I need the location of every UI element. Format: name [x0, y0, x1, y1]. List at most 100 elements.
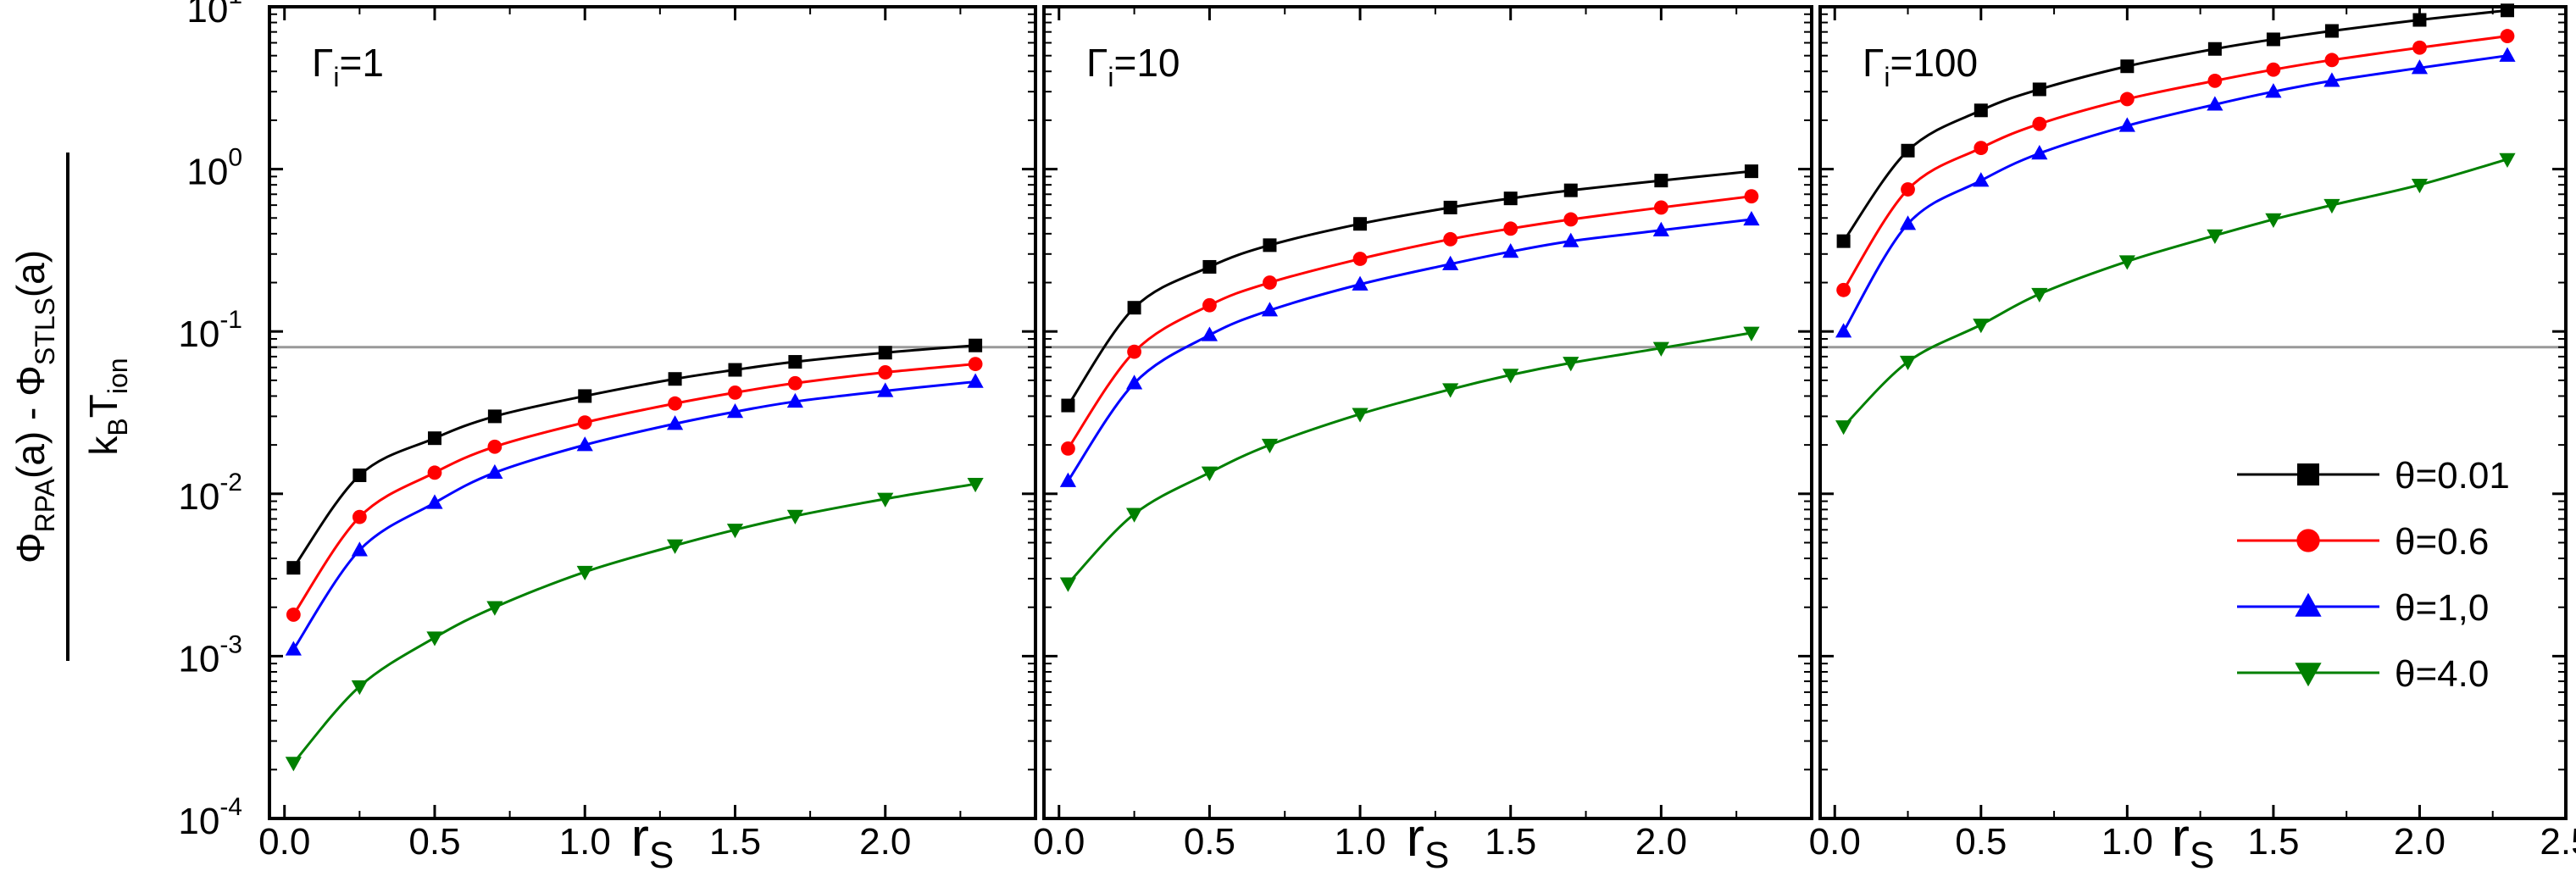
- data-point: [2207, 73, 2223, 88]
- legend-item: θ=1,0: [2237, 587, 2489, 629]
- x-tick-label: 1.5: [1485, 821, 1536, 863]
- data-point: [2032, 116, 2047, 131]
- data-point: [1059, 577, 1077, 592]
- data-point: [967, 477, 984, 493]
- subscript-text: STLS: [30, 297, 60, 365]
- data-point: [2500, 29, 2515, 43]
- data-point: [285, 757, 302, 772]
- data-point: [2120, 59, 2135, 74]
- legend-marker: [2296, 529, 2320, 552]
- data-point: [1502, 243, 1519, 258]
- subscript-text: RPA: [30, 478, 60, 532]
- x-ticks: [283, 7, 1037, 818]
- panel-label-subscript: i: [1884, 62, 1890, 92]
- y-tick-labels: 10110010-110-210-310-4: [178, 0, 242, 842]
- legend-item: θ=0.01: [2237, 455, 2510, 497]
- data-point: [351, 541, 368, 557]
- panel-3: 0.0 0.5 1.0 1.5 2.0 2.5 rS Γi=100: [1809, 3, 2576, 871]
- data-point: [2207, 229, 2223, 244]
- series-4: [1835, 153, 2516, 436]
- data-point: [486, 463, 503, 480]
- plot-frame: [268, 5, 1037, 820]
- data-point: [351, 680, 368, 696]
- series-line: [1067, 218, 1752, 482]
- data-point: [353, 468, 367, 482]
- data-point: [788, 355, 802, 369]
- y-ticks: [1044, 5, 1812, 820]
- data-point: [1442, 255, 1459, 270]
- x-tick-label: 0.0: [1033, 821, 1085, 863]
- panel-label-value: =100: [1890, 41, 1978, 85]
- series-1: [286, 338, 983, 575]
- series-2: [286, 357, 983, 622]
- panel-label: Γi=100: [1863, 41, 1978, 92]
- data-point: [878, 365, 893, 380]
- data-point: [1263, 238, 1277, 252]
- x-tick-label: 1.5: [2247, 821, 2299, 863]
- data-point: [2499, 153, 2516, 168]
- data-point: [1563, 212, 1579, 227]
- data-point: [2031, 145, 2048, 160]
- y-tick-exponent: -4: [219, 793, 242, 821]
- x-tick-label: 0.0: [1809, 821, 1861, 863]
- data-point: [2323, 72, 2340, 87]
- data-point: [728, 363, 742, 377]
- data-point: [1654, 174, 1668, 188]
- x-tick-label: 2.0: [1635, 821, 1687, 863]
- data-point: [1352, 408, 1368, 423]
- data-point: [2207, 42, 2222, 56]
- panel-label-subscript: i: [333, 62, 339, 92]
- x-axis-label: rS: [1407, 807, 1450, 871]
- data-point: [1261, 438, 1279, 454]
- panel-label-symbol: Γ: [312, 41, 333, 85]
- data-point: [487, 409, 502, 424]
- data-point: [2266, 32, 2280, 47]
- label-text: Φ: [8, 532, 53, 563]
- y-tick-label: 10-1: [178, 306, 242, 355]
- data-point: [1125, 374, 1143, 390]
- data-point: [286, 607, 301, 622]
- panel-label-symbol: Γ: [1086, 41, 1108, 85]
- data-point: [668, 396, 682, 411]
- panel-2: 0.0 0.5 1.0 1.5 2.0 rS Γi=10: [1033, 5, 1813, 871]
- x-tick-label: 1.5: [709, 821, 761, 863]
- label-text: T: [81, 394, 125, 418]
- data-point: [2324, 53, 2340, 68]
- data-point: [1974, 103, 1988, 118]
- series-line: [1067, 195, 1752, 450]
- data-point: [1201, 326, 1219, 341]
- data-point: [666, 415, 684, 430]
- data-point: [427, 465, 442, 480]
- data-point: [668, 372, 682, 386]
- y-tick-label: 10-3: [178, 630, 242, 680]
- x-axis-label: rS: [631, 807, 675, 871]
- data-point: [1263, 275, 1277, 290]
- series-3: [1059, 210, 1760, 487]
- legend-marker: [2295, 592, 2322, 617]
- x-tick-label: 1.0: [559, 821, 611, 863]
- y-tick-label: 10-2: [178, 469, 242, 518]
- data-point: [1443, 231, 1458, 247]
- legend-marker: [2297, 463, 2319, 485]
- x-tick-label: 0.5: [408, 821, 460, 863]
- data-point: [2324, 24, 2339, 38]
- series-line: [1842, 54, 2508, 332]
- data-point: [967, 373, 984, 388]
- y-tick-base: 10: [178, 801, 219, 842]
- data-point: [2118, 117, 2135, 132]
- data-point: [1502, 369, 1519, 384]
- data-point: [1835, 420, 1852, 436]
- data-point: [1563, 232, 1579, 247]
- y-tick-base: 10: [178, 476, 219, 518]
- data-point: [1352, 252, 1368, 266]
- data-point: [352, 509, 367, 524]
- y-ticks: [269, 5, 1035, 820]
- x-tick-label: 1.0: [1334, 821, 1385, 863]
- data-point: [2323, 198, 2340, 214]
- data-point: [1899, 215, 1917, 230]
- y-ticks: [1820, 5, 2566, 820]
- data-point: [576, 565, 593, 581]
- y-tick-label: 100: [186, 144, 242, 193]
